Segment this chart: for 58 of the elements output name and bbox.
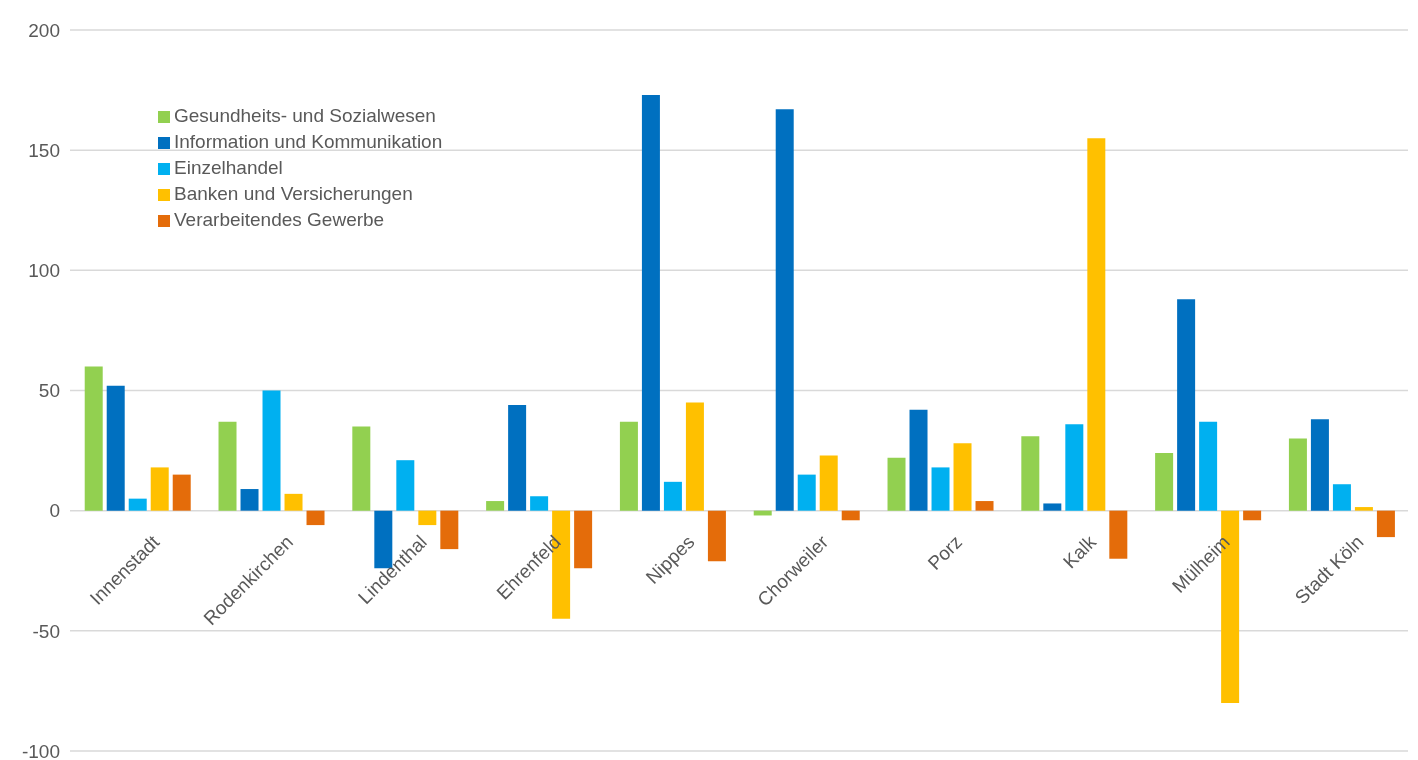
bar xyxy=(284,493,303,511)
y-tick-label: 50 xyxy=(38,380,60,402)
bar xyxy=(797,474,816,511)
bar xyxy=(172,474,191,511)
y-tick-label: 100 xyxy=(28,260,60,282)
y-tick-label: -100 xyxy=(21,740,60,760)
bar xyxy=(953,443,972,511)
bar xyxy=(1065,424,1084,511)
bar xyxy=(128,498,147,511)
bar xyxy=(1310,419,1329,511)
y-tick-label: 200 xyxy=(28,19,60,41)
bar xyxy=(486,501,505,511)
bar xyxy=(909,409,928,511)
bar xyxy=(841,510,860,521)
bar xyxy=(1155,452,1174,511)
bar xyxy=(975,501,994,511)
legend-label: Verarbeitendes Gewerbe xyxy=(174,209,385,230)
bar xyxy=(218,421,237,511)
bar xyxy=(84,366,103,511)
bar xyxy=(1021,436,1040,511)
bar xyxy=(1087,138,1106,511)
bar xyxy=(1376,510,1395,538)
bar xyxy=(306,510,325,526)
bar xyxy=(1177,299,1196,511)
legend-label: Banken und Versicherungen xyxy=(174,183,413,204)
bar xyxy=(775,109,794,511)
y-tick-label: -50 xyxy=(32,620,60,642)
bar xyxy=(352,426,371,511)
bar xyxy=(1332,484,1351,511)
y-tick-label: 0 xyxy=(49,500,60,522)
bar xyxy=(574,510,593,569)
bar xyxy=(508,404,527,511)
bar xyxy=(396,460,415,511)
bar xyxy=(663,481,682,511)
bar xyxy=(150,467,169,511)
bar xyxy=(887,457,906,511)
bar xyxy=(1109,510,1128,559)
bar xyxy=(262,390,281,511)
bar xyxy=(440,510,459,550)
legend-label: Gesundheits- und Sozialwesen xyxy=(174,105,436,126)
bar xyxy=(106,385,125,511)
bar xyxy=(1288,438,1307,511)
bar xyxy=(931,467,950,511)
bar xyxy=(1043,503,1062,511)
bar xyxy=(1354,507,1373,511)
bar xyxy=(240,489,259,511)
y-tick-label: 150 xyxy=(28,139,60,161)
bar xyxy=(1199,421,1218,511)
legend-label: Information und Kommunikation xyxy=(174,131,443,152)
legend-label: Einzelhandel xyxy=(174,157,283,178)
bar xyxy=(418,510,437,526)
bar xyxy=(819,455,838,511)
bar xyxy=(619,421,638,511)
bar xyxy=(685,402,704,511)
bar xyxy=(530,496,549,511)
bar xyxy=(707,510,726,562)
bar xyxy=(641,94,660,511)
bar xyxy=(1243,510,1262,521)
